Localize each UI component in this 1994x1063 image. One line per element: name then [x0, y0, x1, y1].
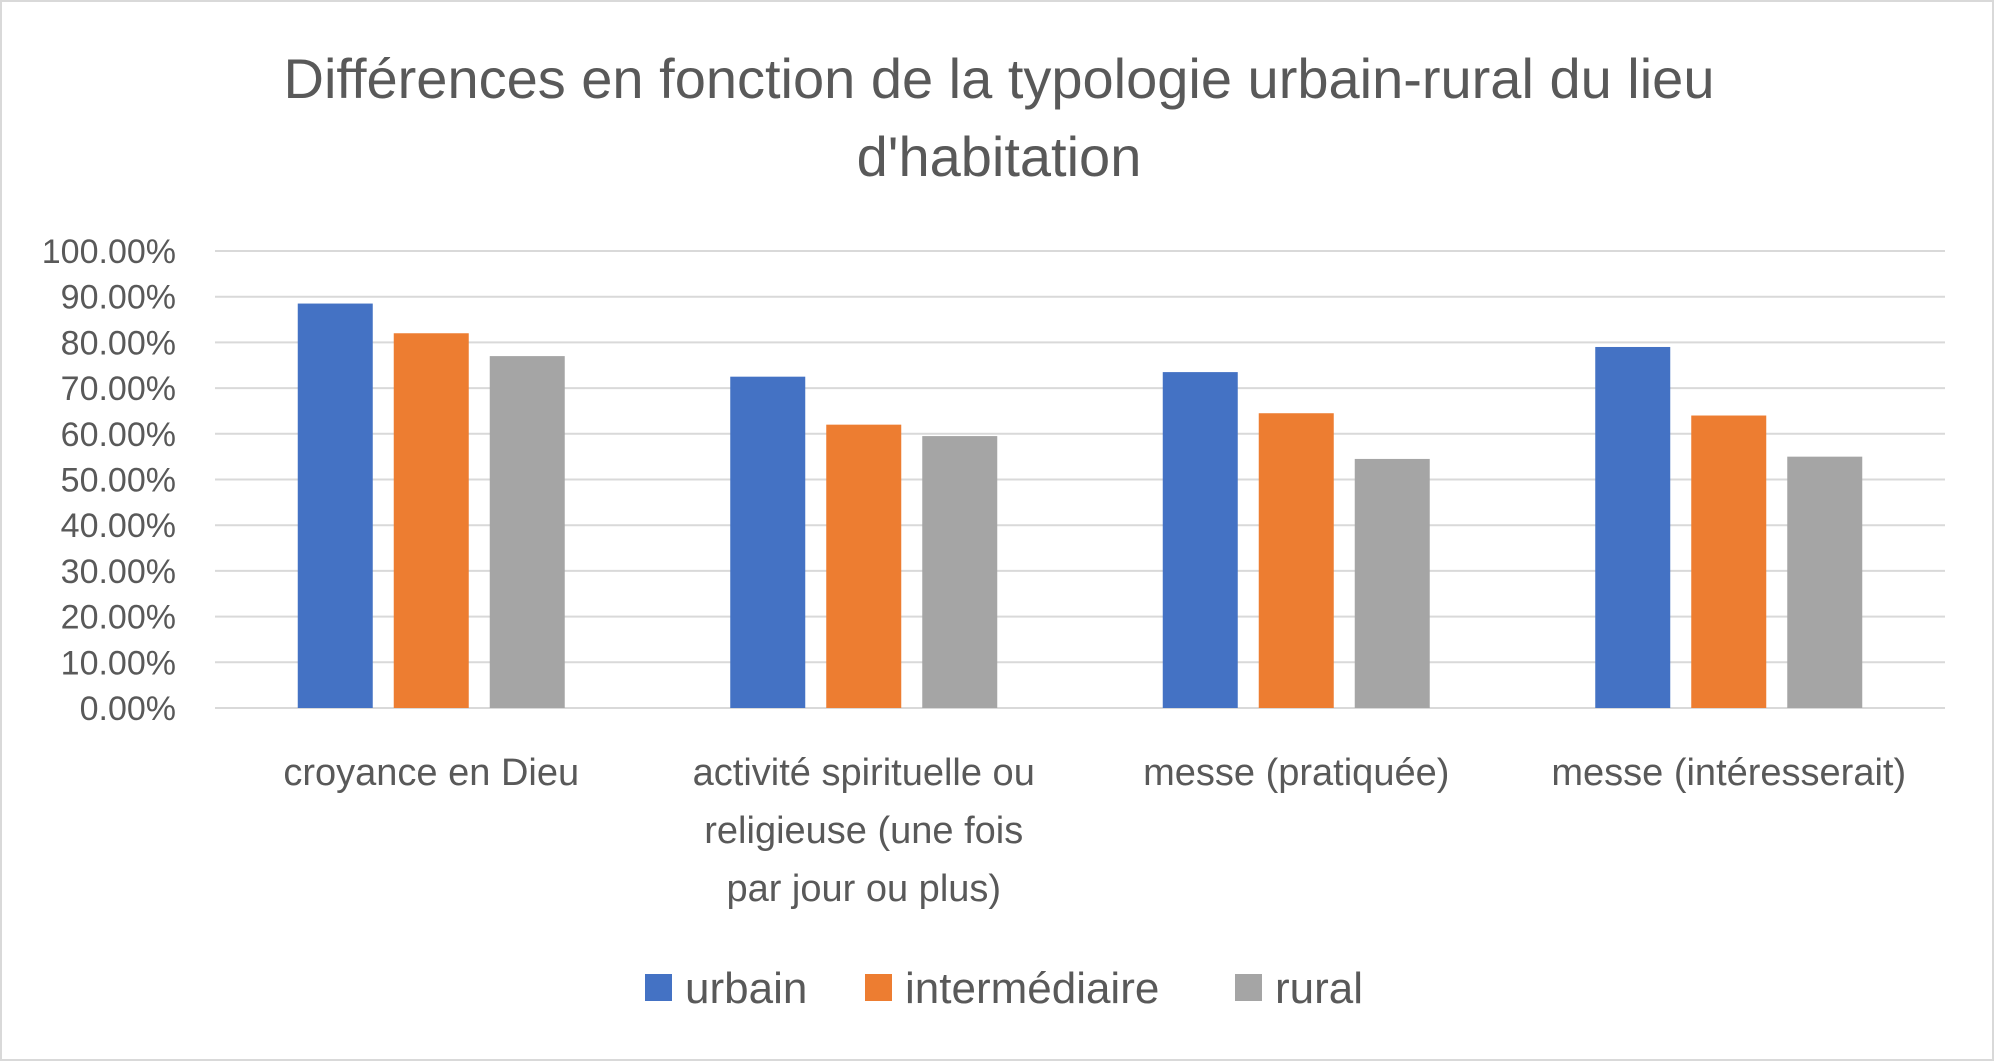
chart-title-line: Différences en fonction de la typologie … [283, 47, 1715, 110]
chart-title-line: d'habitation [856, 125, 1142, 188]
y-tick-label: 30.00% [61, 553, 176, 591]
x-tick-label: activité spirituelle ou [693, 752, 1035, 794]
y-tick-label: 60.00% [61, 416, 176, 454]
x-tick-label: religieuse (une fois [704, 810, 1023, 852]
bar-rural [489, 356, 565, 708]
bar-intermédiaire [826, 424, 902, 708]
y-tick-label: 0.00% [80, 690, 176, 728]
legend-swatch-intermédiaire [865, 974, 892, 1001]
y-tick-label: 10.00% [61, 644, 176, 682]
legend-label: intermédiaire [905, 964, 1159, 1013]
bar-urbain [1595, 346, 1671, 708]
y-tick-label: 90.00% [61, 279, 176, 317]
legend-swatch-urbain [645, 974, 672, 1001]
bar-urbain [297, 303, 373, 708]
bar-intermédiaire [1258, 413, 1334, 708]
bar-intermédiaire [1691, 415, 1767, 708]
x-tick-label: par jour ou plus) [726, 868, 1001, 910]
bar-rural [1787, 456, 1863, 708]
y-tick-label: 40.00% [61, 507, 176, 545]
y-tick-label: 80.00% [61, 324, 176, 362]
legend-label: urbain [685, 964, 807, 1013]
y-tick-label: 20.00% [61, 599, 176, 637]
x-tick-label: messe (pratiquée) [1143, 752, 1449, 794]
y-tick-label: 50.00% [61, 462, 176, 500]
legend-swatch-rural [1235, 974, 1262, 1001]
bar-urbain [730, 376, 806, 708]
bar-urbain [1162, 372, 1238, 708]
chart-title: Différences en fonction de la typologie … [2, 40, 1994, 196]
bar-rural [922, 436, 998, 708]
x-tick-label: messe (intéresserait) [1551, 752, 1906, 794]
x-tick-label: croyance en Dieu [283, 752, 579, 794]
y-tick-label: 100.00% [42, 233, 176, 271]
legend-label: rural [1275, 964, 1363, 1013]
y-tick-label: 70.00% [61, 370, 176, 408]
bar-rural [1354, 458, 1430, 708]
bar-intermédiaire [393, 333, 469, 708]
